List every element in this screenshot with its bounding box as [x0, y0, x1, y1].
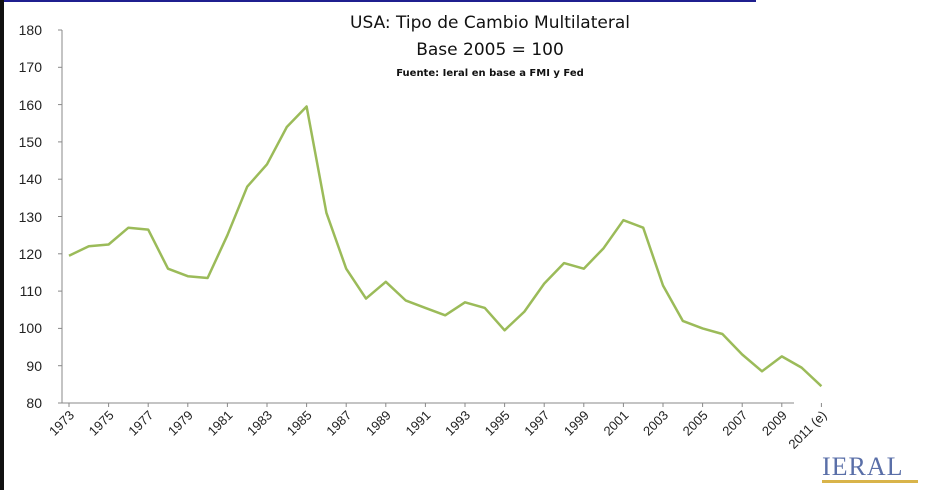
- x-tick-label: 2005: [680, 408, 711, 439]
- y-tick-label: 150: [18, 133, 42, 150]
- x-tick-label: 2003: [640, 408, 671, 439]
- y-tick-label: 180: [18, 22, 42, 38]
- x-tick-label: 1997: [521, 408, 552, 439]
- y-tick-label: 110: [19, 283, 42, 300]
- y-tick-label: 80: [26, 395, 42, 411]
- x-tick-label: 1979: [165, 408, 196, 439]
- x-tick-label: 1993: [442, 408, 473, 439]
- x-tick-label: 2007: [719, 408, 750, 439]
- x-tick-label: 1981: [204, 408, 235, 439]
- x-tick-label: 1975: [86, 408, 117, 439]
- y-tick-label: 120: [18, 245, 42, 262]
- y-tick-label: 90: [26, 357, 42, 374]
- chart-title: USA: Tipo de Cambio Multilateral: [350, 13, 630, 33]
- x-tick-label: 1977: [125, 408, 156, 439]
- left-border: [0, 0, 4, 490]
- x-tick-label: 2009: [759, 408, 790, 439]
- y-tick-label: 100: [18, 320, 42, 337]
- x-tick-label: 2011 (e): [785, 408, 829, 452]
- series-line: [68, 105, 823, 388]
- x-tick-labels: 1973 1975 1977 1979 1981 1983 1985 1987 1989 1991…: [46, 408, 829, 452]
- y-tick-label: 160: [18, 96, 42, 113]
- x-tick-label: 1995: [482, 408, 513, 439]
- x-tick-label: 1973: [46, 408, 77, 439]
- axis-ticks: [58, 29, 822, 407]
- ieral-logo: IERAL: [822, 452, 904, 481]
- chart-subtitle: Base 2005 = 100: [416, 40, 564, 60]
- x-tick-label: 1991: [402, 408, 433, 439]
- y-tick-label: 130: [18, 208, 42, 225]
- y-tick-label: 140: [18, 171, 42, 188]
- y-tick-label: 170: [18, 59, 42, 76]
- x-tick-label: 1999: [561, 408, 592, 439]
- x-tick-label: 1985: [284, 408, 315, 439]
- x-tick-label: 1987: [323, 408, 354, 439]
- logo-underline: [822, 480, 918, 483]
- top-border: [0, 0, 756, 2]
- chart-source: Fuente: Ieral en base a FMI y Fed: [396, 68, 584, 79]
- x-tick-label: 1983: [244, 408, 275, 439]
- x-tick-label: 1989: [363, 408, 394, 439]
- x-tick-label: 2001: [600, 408, 631, 439]
